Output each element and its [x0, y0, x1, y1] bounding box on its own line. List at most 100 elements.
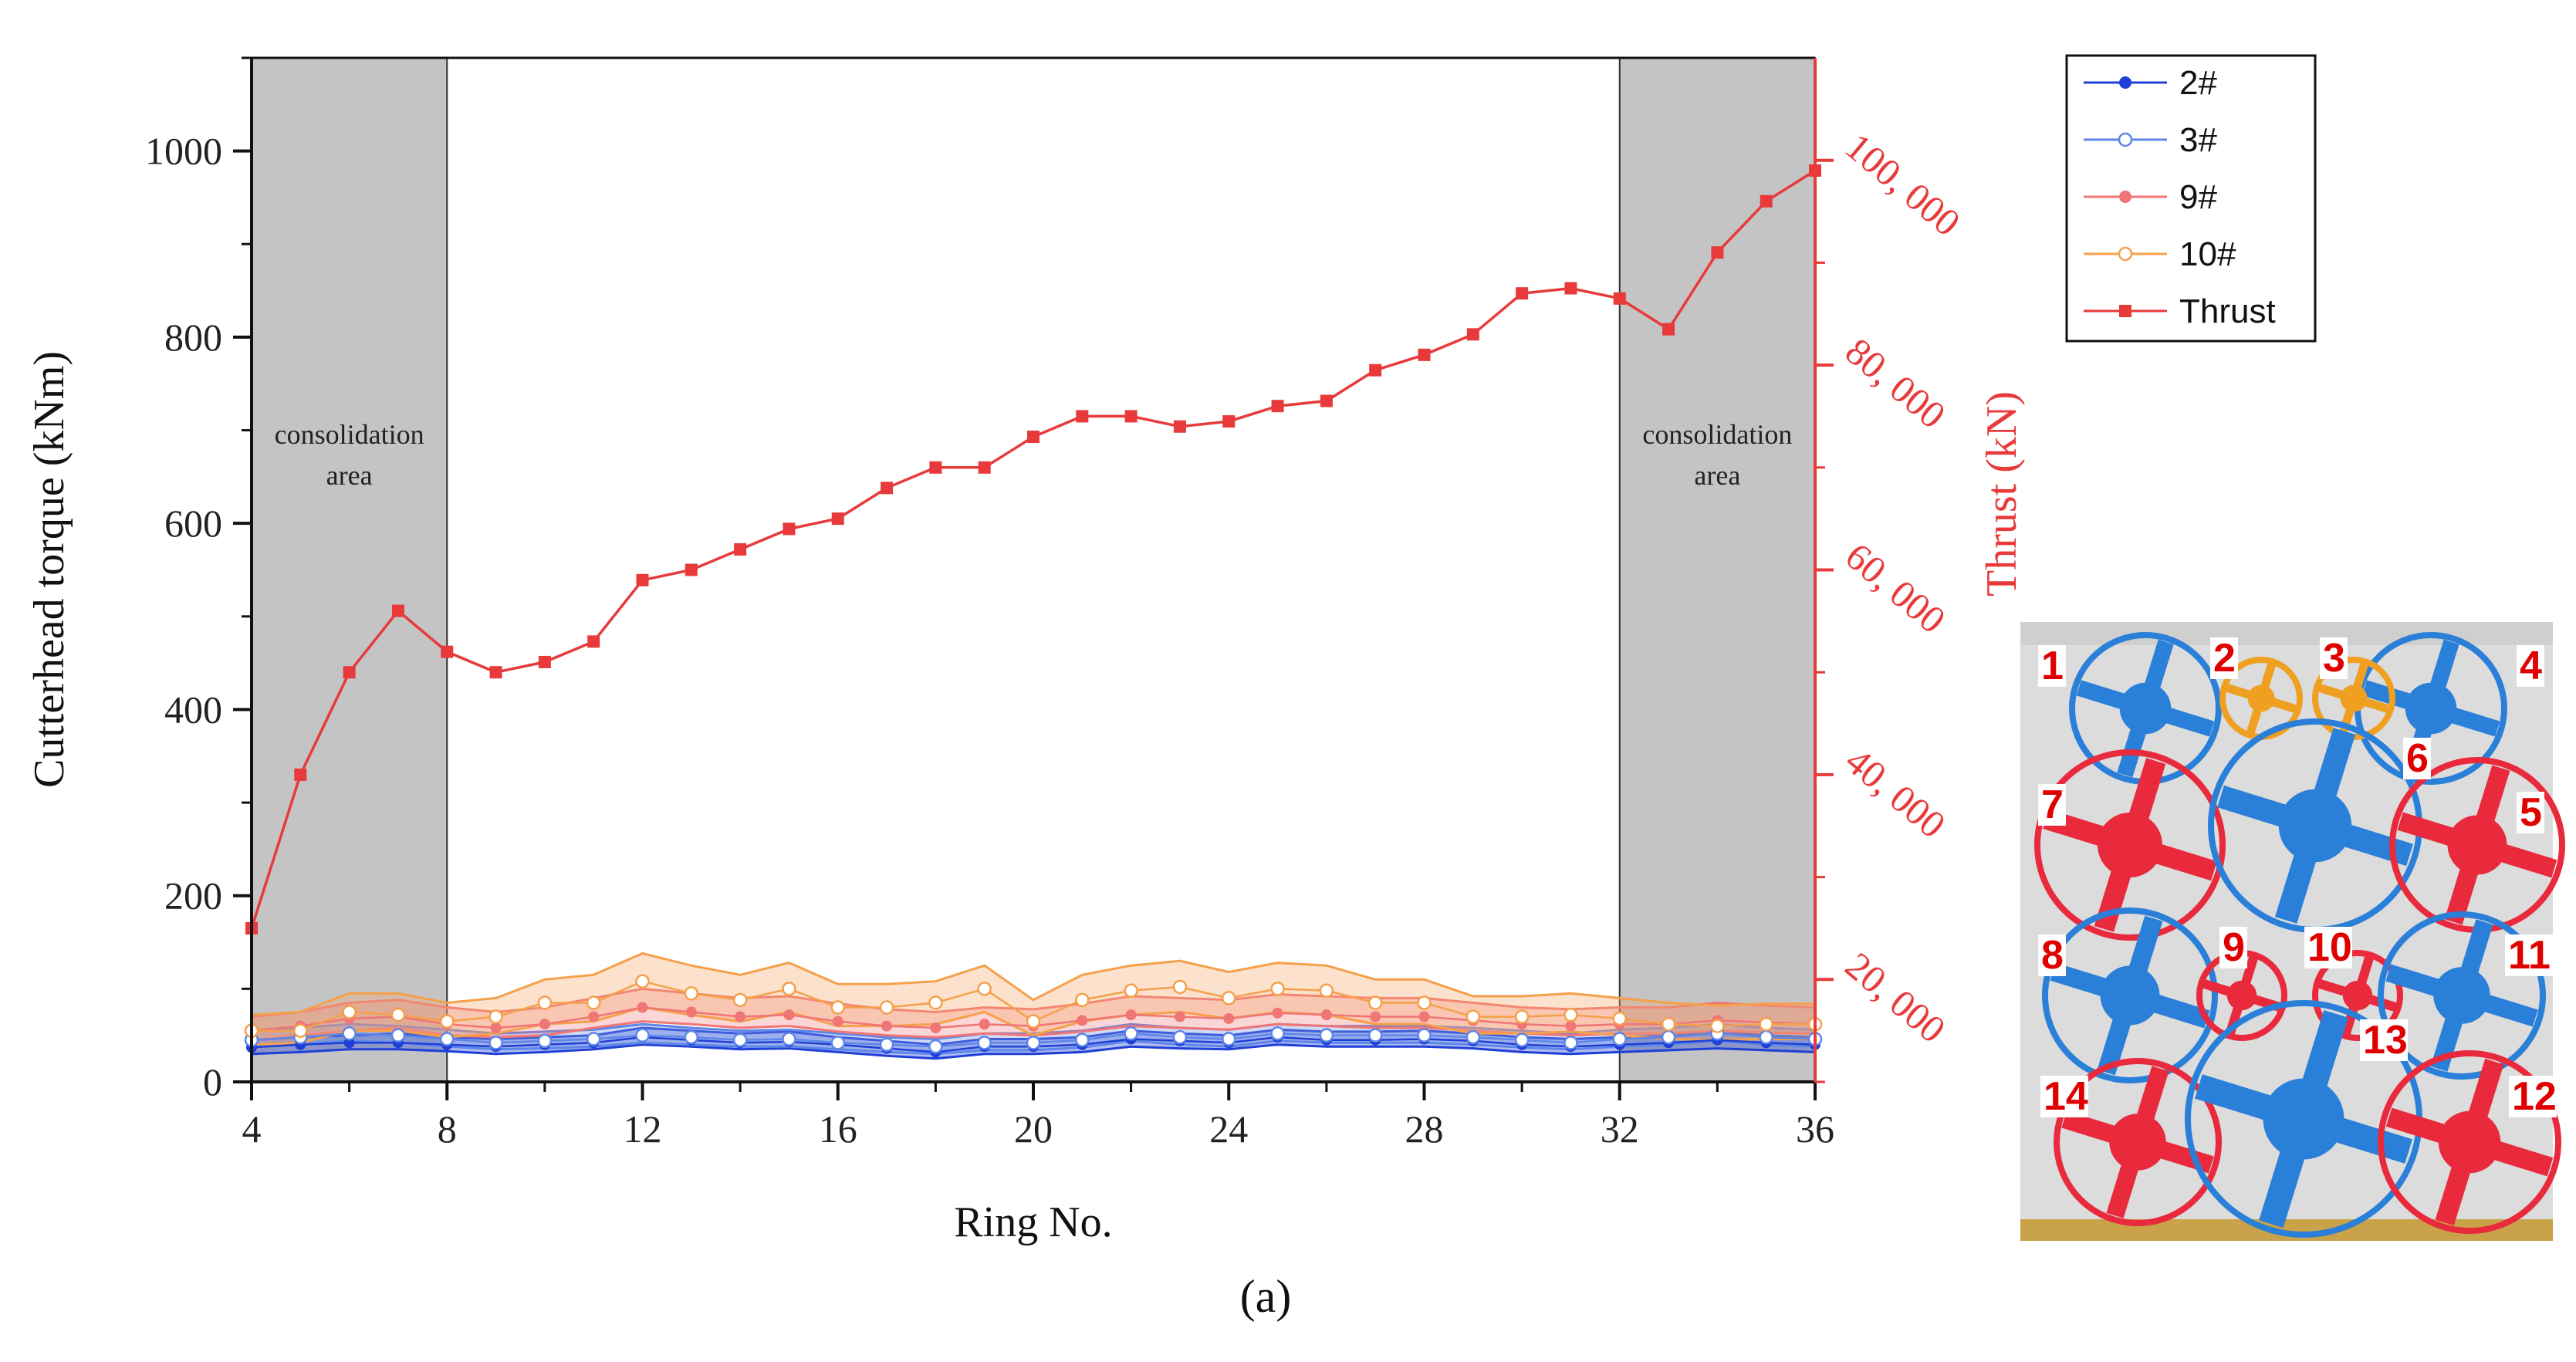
point-Thrust-18: [929, 461, 942, 474]
legend-marker-9: [2119, 191, 2131, 203]
zone-label-line1: consolidation: [275, 419, 424, 450]
photo-top-frame: [2020, 622, 2553, 645]
photo-label-2: 2: [2213, 636, 2236, 681]
y-tick-label: 400: [164, 688, 222, 731]
wheel-4-spoke: [2428, 701, 2500, 737]
wheel-8-spoke: [2121, 915, 2163, 999]
wheel-3-spoke: [2317, 683, 2355, 703]
point-Thrust-9: [489, 666, 502, 679]
y-tick-label: 800: [164, 316, 222, 359]
legend-marker-2: [2119, 76, 2131, 89]
x-tick-label: 36: [1796, 1107, 1834, 1151]
point-Thrust-35: [1760, 194, 1773, 208]
cutter-wheels: [2034, 632, 2565, 1238]
point-Thrust-5: [294, 768, 307, 781]
wheel-10-spoke: [2317, 978, 2359, 1000]
wheel-12-rim: [2378, 1050, 2561, 1234]
point-3-13: [684, 1029, 699, 1045]
point-Thrust-6: [343, 666, 356, 679]
photo-label-1: 1: [2041, 644, 2064, 688]
wheel-12-spoke: [2435, 1139, 2480, 1226]
x-axis-title: Ring No.: [954, 1198, 1112, 1246]
photo-label-bg: [2304, 927, 2352, 968]
point-Thrust-15: [783, 522, 796, 536]
point-Thrust-26: [1320, 394, 1333, 407]
wheel-2-spoke: [2260, 694, 2298, 714]
point-3-17: [879, 1037, 894, 1052]
legend-label-Thrust: Thrust: [2179, 292, 2276, 330]
point-3-14: [732, 1032, 748, 1047]
photo-label-3: 3: [2323, 636, 2345, 681]
point-Thrust-7: [391, 604, 404, 617]
photo-label-bg: [2038, 934, 2066, 976]
point-3-27: [1367, 1028, 1383, 1043]
wheel-14-rim: [2054, 1058, 2222, 1226]
point-10-9: [488, 1009, 503, 1024]
point-3-31: [1564, 1036, 1578, 1050]
point-3-32: [1612, 1032, 1627, 1046]
point-9-21: [1077, 1015, 1088, 1026]
point-10-33: [1661, 1016, 1676, 1032]
point-3-8: [440, 1032, 455, 1046]
wheel-10-spoke: [2353, 955, 2375, 997]
wheel-8-spoke: [2127, 986, 2210, 1029]
point-9-9: [490, 1022, 502, 1034]
photo-label-9: 9: [2223, 925, 2245, 970]
point-9-23: [1174, 1011, 1185, 1022]
point-9-15: [783, 1009, 795, 1021]
point-10-18: [928, 995, 943, 1010]
point-9-10: [539, 1019, 550, 1030]
point-9-24: [1223, 1012, 1235, 1024]
point-9-14: [735, 1011, 746, 1022]
wheel-11-rim: [2378, 911, 2546, 1080]
point-3-10: [537, 1033, 553, 1049]
point-9-26: [1320, 1009, 1332, 1021]
wheel-10-spoke: [2356, 991, 2398, 1012]
point-9-19: [979, 1019, 990, 1030]
point-Thrust-29: [1466, 328, 1479, 341]
wheel-1-spoke: [2138, 639, 2174, 711]
x-tick-label: 8: [438, 1107, 457, 1151]
photo-label-bg: [2038, 784, 2066, 826]
point-Thrust-12: [636, 573, 649, 586]
figure-caption: (a): [1240, 1271, 1292, 1322]
wheel-1-spoke: [2117, 705, 2153, 778]
photo-label-bg: [2210, 637, 2238, 679]
wheel-3-spoke: [2352, 694, 2391, 714]
y-tick-label: 200: [164, 874, 222, 918]
wheel-13-spoke: [2194, 1074, 2307, 1131]
wheel-5-spoke: [2474, 836, 2557, 878]
point-10-34: [1710, 1019, 1725, 1033]
x-ticks: 4 8 12 16 20 24 28 32 36: [242, 1082, 1834, 1151]
wheel-2-spoke: [2257, 661, 2277, 700]
wheel-12-spoke: [2459, 1058, 2504, 1145]
point-Thrust-23: [1173, 420, 1186, 433]
point-Thrust-10: [538, 655, 551, 668]
point-3-28: [1417, 1028, 1432, 1043]
x-tick-label: 20: [1014, 1107, 1053, 1151]
wheel-8-rim: [2042, 907, 2218, 1083]
point-9-22: [1125, 1009, 1137, 1021]
point-3-25: [1270, 1026, 1285, 1041]
wheel-14-spoke: [2061, 1110, 2141, 1151]
point-10-32: [1612, 1011, 1627, 1026]
point-10-23: [1172, 979, 1188, 995]
point-Thrust-33: [1662, 323, 1675, 336]
point-10-26: [1319, 983, 1334, 999]
x-tick-label: 12: [624, 1107, 662, 1151]
line-series-Thrust: [250, 169, 1816, 929]
point-Thrust-30: [1516, 287, 1529, 300]
point-10-12: [635, 974, 650, 989]
point-10-22: [1124, 983, 1138, 999]
photo-label-8: 8: [2041, 933, 2064, 978]
wheel-6-spoke: [2304, 728, 2356, 830]
point-Thrust-11: [587, 635, 600, 648]
point-3-19: [977, 1036, 992, 1050]
photo-label-10: 10: [2307, 925, 2352, 970]
wheel-2-spoke: [2224, 683, 2263, 703]
wheel-12-spoke: [2466, 1132, 2554, 1177]
consolidation-zone-1: [251, 57, 448, 1083]
point-9-13: [685, 1006, 697, 1018]
